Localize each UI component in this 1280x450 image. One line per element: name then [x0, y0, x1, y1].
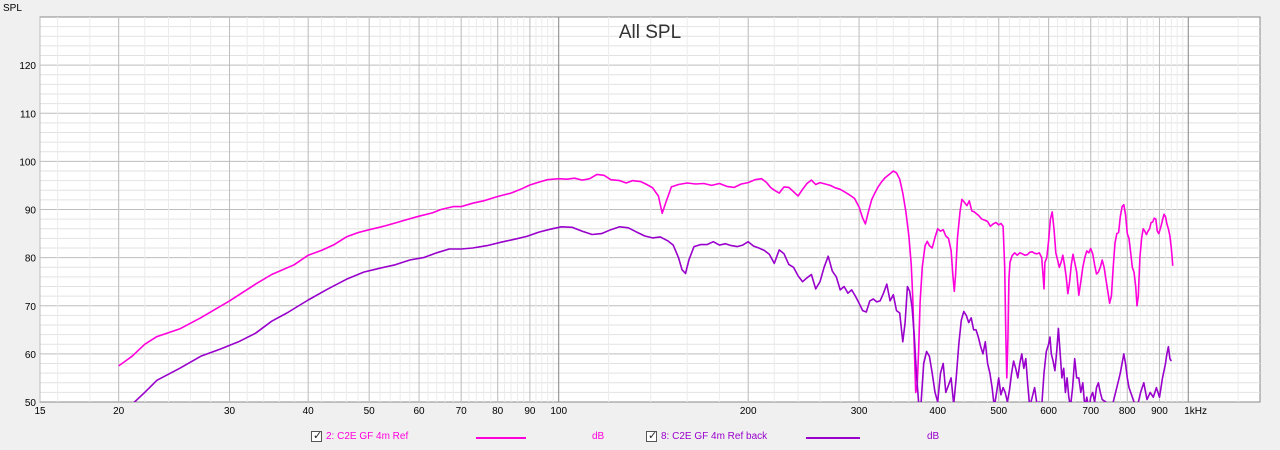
- x-tick-label: 200: [740, 406, 757, 417]
- chart-title: All SPL: [619, 22, 681, 43]
- x-tick-label: 20: [113, 406, 125, 417]
- x-tick-label: 30: [224, 406, 236, 417]
- grid: [39, 17, 1260, 402]
- y-tick-label: 80: [25, 254, 37, 265]
- legend-label-1: 2: C2E GF 4m Ref: [326, 430, 409, 442]
- legend-item-2[interactable]: 8: C2E GF 4m Ref back: [646, 428, 767, 444]
- legend-checkbox-2[interactable]: [646, 429, 657, 442]
- series-line-2: [133, 226, 1172, 402]
- x-tick-label: 900: [1151, 406, 1168, 417]
- legend-checkbox-1[interactable]: [311, 429, 322, 442]
- x-tick-label: 70: [456, 406, 468, 417]
- x-axis-ticks: 15 20 30 40 50 60 70 80 90 100 200 300 400 500 600 700 8…: [34, 406, 1207, 417]
- x-tick-label: 300: [851, 406, 868, 417]
- y-tick-label: 90: [25, 206, 37, 217]
- y-tick-label: 120: [19, 61, 36, 72]
- x-tick-label: 60: [413, 406, 425, 417]
- x-tick-label: 40: [303, 406, 315, 417]
- y-tick-label: 100: [19, 157, 36, 168]
- y-tick-label: 50: [25, 398, 37, 409]
- legend-label-2: 8: C2E GF 4m Ref back: [661, 430, 768, 442]
- y-axis-label: SPL: [3, 3, 22, 14]
- legend-swatch-1: [476, 437, 526, 439]
- x-tick-label: 800: [1119, 406, 1136, 417]
- y-tick-label: 110: [20, 109, 36, 120]
- legend-swatch-2: [806, 437, 860, 439]
- x-tick-label: 50: [364, 406, 376, 417]
- x-tick-label: 15: [34, 406, 46, 417]
- x-tick-label: 400: [929, 406, 946, 417]
- legend-unit-1: dB: [592, 431, 605, 442]
- series-lines: [118, 170, 1174, 402]
- y-axis-ticks: 50 60 70 80 90 100 110 120: [19, 61, 36, 409]
- series-line-1: [118, 170, 1174, 394]
- x-tick-label: 80: [492, 406, 504, 417]
- x-tick-label: 700: [1082, 406, 1099, 417]
- legend-unit-2: dB: [927, 431, 940, 442]
- x-tick-label: 1kHz: [1184, 406, 1207, 417]
- x-tick-label: 500: [990, 406, 1007, 417]
- x-tick-label: 600: [1040, 406, 1057, 417]
- x-tick-label: 90: [524, 406, 536, 417]
- y-tick-label: 60: [25, 350, 37, 361]
- x-tick-label: 100: [550, 406, 567, 417]
- legend-item-1[interactable]: 2: C2E GF 4m Ref: [311, 428, 408, 444]
- y-tick-label: 70: [25, 302, 37, 313]
